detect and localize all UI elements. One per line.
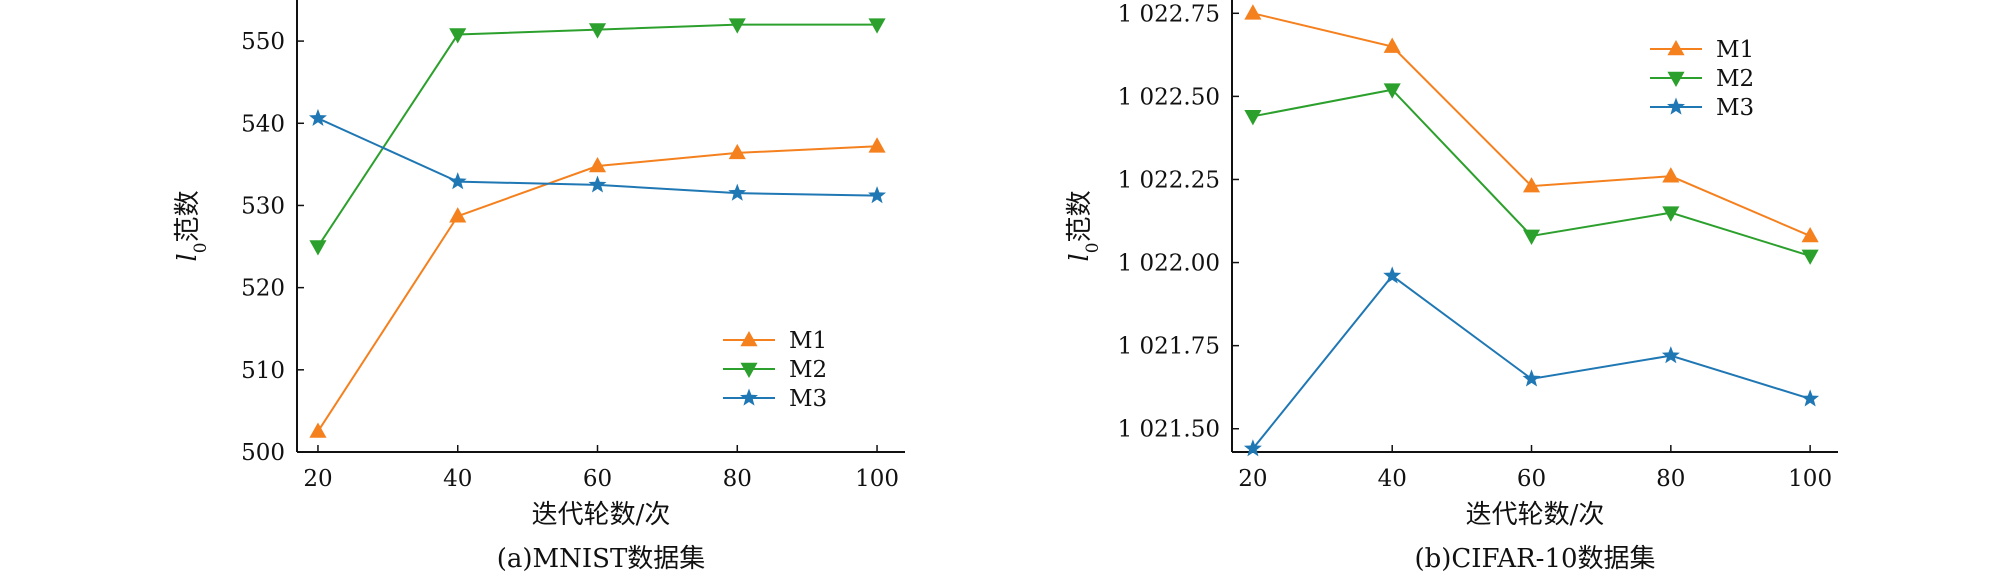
legend-marker-m3 [1667, 97, 1685, 115]
x-tick-label: 40 [443, 466, 472, 492]
data-point-m1 [728, 143, 746, 160]
x-tick-label: 20 [303, 466, 332, 492]
data-point-m3 [728, 183, 747, 201]
data-point-m3 [868, 186, 887, 204]
data-point-m2 [868, 18, 886, 34]
data-point-m1 [1383, 37, 1401, 53]
legend-label-m3: M3 [789, 386, 827, 412]
data-point-m3 [1661, 346, 1680, 364]
x-tick-label: 60 [1517, 466, 1546, 492]
data-point-m1 [1522, 177, 1541, 193]
legend-label-m3: M3 [1716, 95, 1754, 121]
data-point-m1 [588, 157, 607, 173]
legend: M1 M2 M3 [1650, 37, 1754, 121]
data-point-m2 [309, 240, 327, 256]
y-tick-label: 540 [241, 111, 285, 137]
data-point-m2 [1801, 249, 1819, 265]
data-point-m3 [1522, 369, 1541, 387]
data-point-m3 [1243, 439, 1262, 457]
y-tick-label: 1 022.00 [1118, 251, 1220, 277]
data-point-m2 [1244, 110, 1262, 126]
y-tick-label: 520 [241, 276, 285, 302]
y-tick-label: 1 022.25 [1118, 167, 1220, 193]
y-tick-label: 1 021.75 [1118, 334, 1220, 360]
x-tick-label: 60 [583, 466, 612, 492]
y-tick-label: 510 [241, 358, 285, 384]
y-tick-label: 550 [241, 29, 285, 55]
y-tick-label: 1 021.50 [1118, 417, 1220, 443]
data-point-m2 [588, 23, 607, 39]
data-point-m3 [1383, 266, 1402, 284]
data-point-m1 [1801, 226, 1819, 243]
legend-marker-m1 [1667, 40, 1685, 56]
legend-label-m1: M1 [789, 328, 827, 354]
chart-panel-b: 20 40 60 80 100 1 021.50 1 021.75 1 022.00 1 022… [1065, 0, 1838, 574]
data-point-m1 [1244, 4, 1262, 20]
data-point-m2 [449, 28, 467, 44]
data-point-m2 [728, 18, 746, 34]
data-point-m1 [1662, 167, 1680, 183]
chart-caption: (b)CIFAR-10数据集 [1414, 544, 1655, 574]
x-tick-label: 20 [1238, 466, 1267, 492]
y-tick-label: 1 022.75 [1118, 1, 1220, 27]
y-axis-label: l0范数 [1065, 190, 1103, 261]
y-tick-label: 1 022.50 [1118, 84, 1220, 110]
legend-label-m2: M2 [789, 357, 827, 383]
data-point-m2 [1383, 83, 1401, 99]
data-point-m1 [868, 137, 886, 153]
chart-caption: (a)MNIST数据集 [497, 544, 706, 574]
legend-marker-m3 [740, 388, 758, 406]
data-point-m1 [449, 207, 467, 223]
legend-label-m2: M2 [1716, 66, 1754, 92]
data-point-m3 [588, 175, 607, 193]
x-axis-label: 迭代轮数/次 [1466, 500, 1605, 530]
series-line-m2 [317, 23, 878, 248]
y-tick-label: 530 [241, 193, 285, 219]
x-tick-label: 80 [1656, 466, 1685, 492]
x-tick-label: 80 [723, 466, 752, 492]
data-point-m1 [309, 422, 327, 438]
legend: M1 M2 M3 [723, 328, 827, 412]
data-point-m2 [1522, 229, 1541, 245]
legend-marker-m2 [740, 362, 758, 378]
y-tick-label: 500 [241, 440, 285, 466]
x-tick-label: 100 [855, 466, 899, 492]
legend-marker-m2 [1667, 71, 1685, 87]
series-line-m3 [1252, 274, 1811, 450]
data-point-m3 [308, 108, 327, 126]
x-tick-label: 40 [1378, 466, 1407, 492]
x-axis-label: 迭代轮数/次 [532, 500, 671, 530]
y-axis-label: l0范数 [173, 190, 211, 261]
legend-marker-m1 [740, 331, 758, 347]
x-tick-label: 100 [1788, 466, 1832, 492]
data-point-m3 [1801, 389, 1820, 407]
legend-label-m1: M1 [1716, 37, 1754, 63]
data-point-m2 [1662, 206, 1680, 222]
data-point-m3 [448, 172, 467, 190]
